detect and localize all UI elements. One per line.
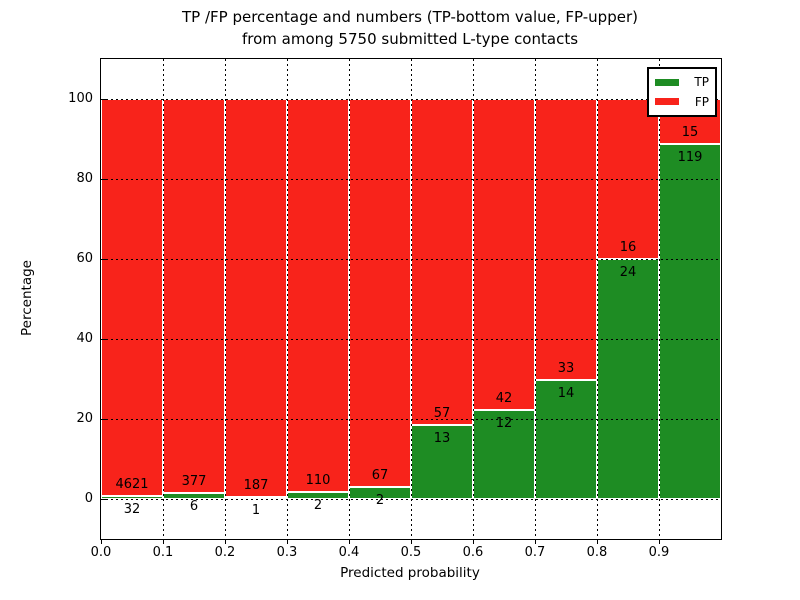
y-tick-label: 20: [76, 411, 93, 426]
x-axis-title: Predicted probability: [340, 565, 480, 581]
y-tick-label: 40: [76, 331, 93, 346]
x-tick-label: 0.0: [90, 545, 112, 560]
chart-title: TP /FP percentage and numbers (TP-bottom…: [100, 6, 720, 50]
legend-item-fp: FP: [649, 95, 715, 109]
legend: TP FP: [647, 67, 717, 117]
y-tick-mark: [101, 178, 106, 180]
fp-bar-segment: [163, 99, 225, 493]
x-tick-mark: [658, 539, 660, 544]
x-tick-label: 0.3: [276, 545, 298, 560]
tp-count-label: 1: [251, 502, 261, 518]
fp-count-label: 377: [181, 473, 207, 489]
x-tick-mark: [534, 539, 536, 544]
gridline-vertical: [658, 59, 660, 539]
chart-title-line1: TP /FP percentage and numbers (TP-bottom…: [182, 8, 638, 26]
x-tick-mark: [286, 539, 288, 544]
tp-bar-segment: [411, 424, 473, 499]
x-tick-label: 0.1: [152, 545, 174, 560]
y-tick-mark: [101, 498, 106, 500]
fp-count-label: 15: [681, 124, 699, 140]
fp-count-label: 16: [619, 240, 637, 255]
y-tick-label: 80: [76, 171, 93, 186]
fp-count-label: 57: [433, 405, 451, 421]
y-tick-label: 60: [76, 251, 93, 266]
gridline-vertical: [286, 59, 288, 539]
x-tick-mark: [348, 539, 350, 544]
fp-bar-segment: [225, 99, 287, 497]
x-tick-mark: [224, 539, 226, 544]
tp-count-label: 6: [189, 498, 199, 514]
fp-color-swatch-icon: [655, 98, 679, 106]
fp-bar-segment: [411, 99, 473, 425]
fp-bar-segment: [473, 99, 535, 411]
x-tick-label: 0.7: [524, 545, 546, 560]
fp-count-label: 33: [557, 360, 575, 376]
y-tick-mark: [101, 338, 106, 340]
fp-bar-segment: [349, 99, 411, 488]
x-tick-label: 0.6: [462, 545, 484, 560]
legend-label-tp: TP: [694, 75, 709, 90]
y-tick-mark: [101, 418, 106, 420]
x-tick-label: 0.5: [400, 545, 422, 560]
fp-count-label: 110: [305, 472, 331, 488]
x-tick-mark: [472, 539, 474, 544]
gridline-vertical: [472, 59, 474, 539]
x-tick-mark: [410, 539, 412, 544]
fp-count-label: 42: [495, 391, 513, 407]
gridline-vertical: [224, 59, 226, 539]
x-tick-mark: [596, 539, 598, 544]
x-tick-label: 0.4: [338, 545, 360, 560]
tp-count-label: 14: [557, 385, 575, 401]
fp-bar-segment: [535, 99, 597, 380]
tp-bar-segment: [659, 143, 721, 499]
y-tick-mark: [101, 258, 106, 260]
tp-count-label: 119: [677, 149, 703, 165]
tp-count-label: 24: [619, 265, 637, 280]
legend-label-fp: FP: [694, 94, 709, 109]
tp-count-label: 12: [495, 416, 513, 432]
x-tick-mark: [100, 539, 102, 544]
chart-title-line2: from among 5750 submitted L-type contact…: [241, 30, 579, 48]
y-tick-label: 0: [84, 491, 93, 506]
gridline-vertical: [348, 59, 350, 539]
plot-area: 4621 32 377 6 187 1 110 2 67 2 57 13 42 12 33 14 16 24 15 1…: [68, 58, 722, 560]
gridline-vertical: [596, 59, 598, 539]
legend-item-tp: TP: [649, 75, 715, 89]
x-tick-mark: [162, 539, 164, 544]
gridline-vertical: [162, 59, 164, 539]
x-tick-label: 0.9: [648, 545, 670, 560]
fp-bar-segment: [101, 99, 163, 497]
x-tick-label: 0.2: [214, 545, 236, 560]
tp-color-swatch-icon: [655, 78, 679, 86]
x-tick-label: 0.8: [586, 545, 608, 560]
gridline-vertical: [410, 59, 412, 539]
tp-count-label: 2: [375, 493, 385, 509]
tp-bar-segment: [473, 410, 535, 499]
y-axis-title: Percentage: [19, 260, 35, 336]
tp-count-label: 13: [433, 430, 451, 446]
fp-bar-segment: [287, 99, 349, 492]
fp-count-label: 187: [243, 477, 269, 493]
fp-count-label: 4621: [115, 477, 149, 493]
fp-count-label: 67: [371, 468, 389, 484]
y-tick-label: 100: [68, 91, 93, 106]
tp-count-label: 32: [123, 502, 141, 518]
y-tick-mark: [101, 98, 106, 100]
tp-bar-segment: [597, 259, 659, 499]
gridline-vertical: [534, 59, 536, 539]
tp-count-label: 2: [313, 497, 323, 513]
